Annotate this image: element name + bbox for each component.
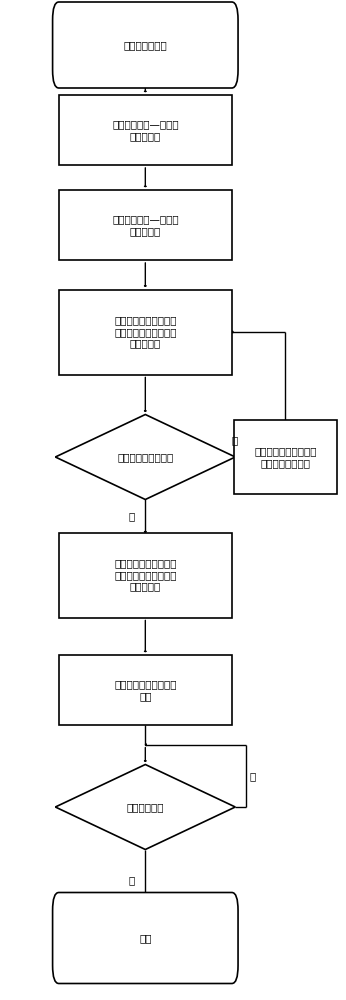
Polygon shape xyxy=(55,764,235,850)
Text: 接受上位机指令: 接受上位机指令 xyxy=(124,40,167,50)
Text: 否: 否 xyxy=(231,435,238,445)
Bar xyxy=(234,420,337,494)
Text: 根据控制算法自动调整
输出: 根据控制算法自动调整 输出 xyxy=(114,679,176,701)
Bar xyxy=(59,190,232,260)
Bar xyxy=(59,290,232,374)
Text: 停止: 停止 xyxy=(139,933,152,943)
Text: 调节时间到否: 调节时间到否 xyxy=(127,802,164,812)
Text: 否: 否 xyxy=(250,771,256,781)
FancyBboxPatch shape xyxy=(53,892,238,984)
Text: 获取升温速度—输出功
率函数关系: 获取升温速度—输出功 率函数关系 xyxy=(112,214,179,236)
Polygon shape xyxy=(55,414,235,499)
Text: 根据给定升温速度和稳
定温度要求，确定期望
的输出功率: 根据给定升温速度和稳 定温度要求，确定期望 的输出功率 xyxy=(114,315,176,349)
Text: 输出给定升温速度所对
应的期望输出功率: 输出给定升温速度所对 应的期望输出功率 xyxy=(254,446,317,468)
Bar xyxy=(59,95,232,165)
Text: 输出一个采样周期的给
定目标温度所对应的期
望输出功率: 输出一个采样周期的给 定目标温度所对应的期 望输出功率 xyxy=(114,558,176,592)
Bar xyxy=(59,655,232,725)
Text: 是: 是 xyxy=(128,511,135,521)
Text: 获取稳定温度—输出功
率函数关系: 获取稳定温度—输出功 率函数关系 xyxy=(112,119,179,141)
Bar xyxy=(59,532,232,617)
Text: 实际温度＞目标温度: 实际温度＞目标温度 xyxy=(117,452,173,462)
Text: 是: 是 xyxy=(128,875,135,885)
FancyBboxPatch shape xyxy=(53,2,238,88)
